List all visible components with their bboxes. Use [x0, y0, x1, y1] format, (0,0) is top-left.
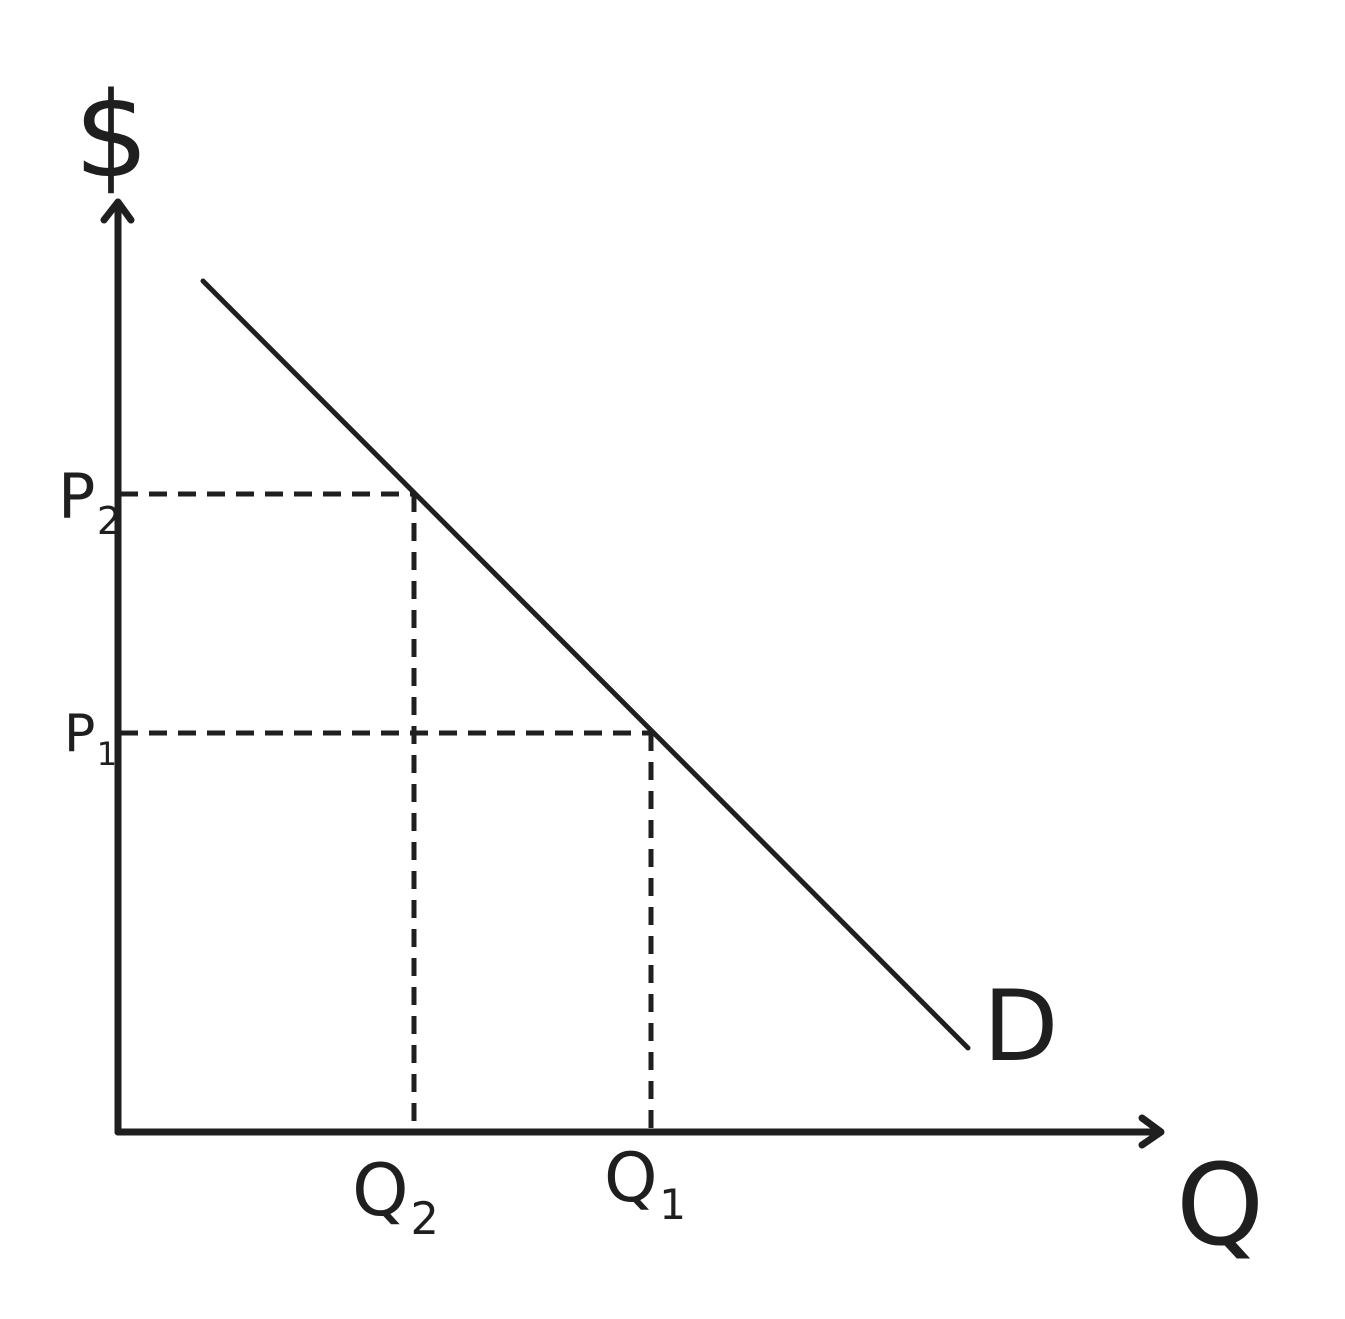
- p1-label-main: P: [64, 704, 96, 764]
- q2-label: Q2: [352, 1154, 439, 1241]
- demand-curve: [200, 278, 971, 1051]
- q1-label-main: Q: [604, 1139, 658, 1218]
- p2-label-main: P: [58, 460, 96, 533]
- q1-label: Q1: [604, 1145, 686, 1226]
- p2-label-subscript: 2: [96, 499, 122, 545]
- p1-label-subscript: 1: [96, 734, 118, 773]
- q2-label-subscript: 2: [410, 1192, 439, 1245]
- q2-label-main: Q: [352, 1148, 409, 1232]
- y-axis-arrowhead: [100, 198, 135, 224]
- p1-label: P1: [64, 708, 117, 770]
- x-axis-arrowhead: [1138, 1114, 1165, 1149]
- demand-curve-label: D: [983, 970, 1059, 1084]
- y-axis-label: $: [74, 66, 150, 204]
- p2-label: P2: [58, 466, 121, 541]
- q1-label-subscript: 1: [659, 1179, 687, 1229]
- x-axis-label: Q: [1176, 1141, 1265, 1271]
